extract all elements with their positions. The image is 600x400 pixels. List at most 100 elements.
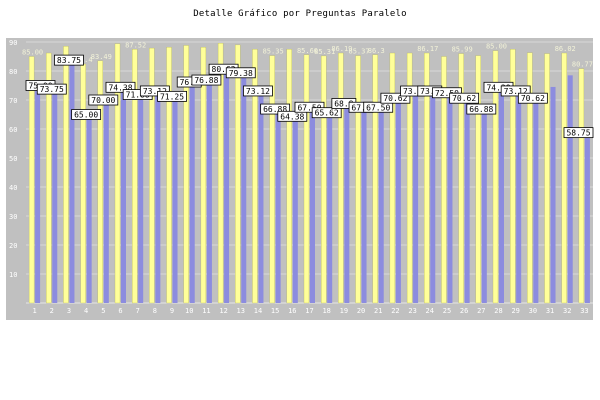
- callout-box: [260, 103, 291, 115]
- x-tick-label: 26: [460, 307, 468, 315]
- bar-series-2: [361, 107, 367, 303]
- value-label: 86.02: [555, 45, 576, 53]
- bar-series-1: [217, 43, 224, 304]
- bar-series-1: [424, 52, 430, 304]
- callout-label: 72.50: [435, 89, 459, 98]
- x-tick-label: 24: [426, 307, 434, 315]
- x-tick-label: 12: [219, 307, 227, 315]
- value-label: 85.37: [349, 48, 370, 56]
- bar-series-2: [413, 91, 419, 303]
- x-tick-label: 7: [136, 307, 140, 315]
- x-tick-label: 23: [408, 307, 416, 315]
- x-tick-label: 22: [391, 307, 399, 315]
- callout-box: [500, 85, 531, 97]
- callout-box: [294, 101, 325, 113]
- bar-series-1: [114, 43, 121, 304]
- callout-label: 79.38: [229, 69, 253, 78]
- bar-series-2: [395, 98, 401, 304]
- callout-label: 67.50: [297, 103, 321, 112]
- callout-box: [466, 103, 497, 115]
- x-tick-label: 9: [170, 307, 174, 315]
- value-label: 86.19: [331, 45, 352, 53]
- callout-label: 73.12: [246, 87, 270, 96]
- y-tick-label: 20: [9, 242, 17, 250]
- callout-box: [380, 92, 411, 104]
- callout-label: 73.75: [40, 85, 64, 94]
- grid: [26, 41, 593, 304]
- callout-label: 68.8: [334, 99, 353, 108]
- bar-series-2: [275, 109, 281, 303]
- callout-label: 74.38: [108, 83, 132, 92]
- x-tick-label: 18: [322, 307, 330, 315]
- bar-series-2: [258, 90, 264, 304]
- bar-series-1: [544, 53, 550, 304]
- callout-box: [191, 74, 222, 86]
- bar-series-2: [550, 86, 556, 303]
- callout-box: [517, 92, 548, 104]
- x-tick-label: 19: [340, 307, 348, 315]
- callout-box: [54, 54, 84, 66]
- callout-label: 67.50: [366, 103, 390, 112]
- bar-series-1: [63, 46, 69, 304]
- y-tick-label: 60: [9, 126, 17, 134]
- callouts: 75.0073.7583.7565.0070.0074.3871.8873.12…: [25, 54, 594, 139]
- callout-box: [563, 127, 594, 139]
- bar-series-2: [121, 87, 126, 303]
- bar-series-1: [441, 56, 447, 304]
- bar-series-1: [578, 68, 585, 304]
- callout-box: [36, 83, 67, 95]
- callout-label: 66.88: [469, 105, 493, 114]
- x-tick-label: 17: [305, 307, 313, 315]
- callout-box: [449, 92, 480, 104]
- bar-series-1: [286, 49, 292, 304]
- x-tick-label: 28: [494, 307, 502, 315]
- callout-box: [157, 90, 187, 102]
- bar-series-2: [464, 98, 470, 304]
- x-tick-label: 1: [32, 307, 36, 315]
- callout-label: 73.1: [403, 87, 422, 96]
- bar-series-2: [224, 69, 230, 304]
- callout-label: 65.62: [315, 109, 339, 118]
- x-tick-label: 16: [288, 307, 296, 315]
- bar-series-2: [138, 94, 144, 303]
- bar-series-1: [475, 55, 481, 304]
- callout-label: 73.12: [143, 87, 167, 96]
- x-tick-label: 6: [118, 307, 122, 315]
- y-tick-label: 80: [9, 68, 17, 76]
- callout-box: [105, 81, 136, 93]
- bar-series-2: [310, 107, 315, 303]
- bar-series-2: [567, 75, 573, 303]
- bar-series-2: [533, 98, 539, 304]
- callout-box: [225, 67, 256, 79]
- callout-box: [311, 107, 342, 119]
- callout-label: 73.1: [420, 87, 439, 96]
- callout-label: 76.2: [180, 78, 199, 87]
- callout-box: [432, 87, 462, 99]
- plot-area: [6, 38, 593, 320]
- x-tick-label: 25: [443, 307, 451, 315]
- bar-series-2: [241, 72, 247, 303]
- bar-series-1: [166, 47, 172, 304]
- x-tick-label: 31: [546, 307, 554, 315]
- y-tick-label: 10: [9, 271, 17, 279]
- bar-series-1: [389, 52, 396, 304]
- callout-label: 70.00: [91, 96, 115, 105]
- bar-series-2: [172, 96, 178, 303]
- x-tick-label: 8: [153, 307, 157, 315]
- bar-series-2: [52, 89, 58, 303]
- bar-series-2: [499, 87, 504, 303]
- x-tick-label: 2: [50, 307, 54, 315]
- x-tick-label: 4: [84, 307, 88, 315]
- callout-label: 73.12: [504, 87, 528, 96]
- value-label: 85.31: [314, 48, 335, 56]
- x-tick-label: 30: [529, 307, 537, 315]
- bar-series-2: [516, 90, 522, 304]
- bar-series-2: [69, 60, 75, 303]
- bar-series-1: [458, 53, 464, 304]
- bar-series-2: [430, 91, 436, 303]
- y-tick-label: 90: [9, 39, 17, 47]
- callout-label: 70.62: [383, 94, 407, 103]
